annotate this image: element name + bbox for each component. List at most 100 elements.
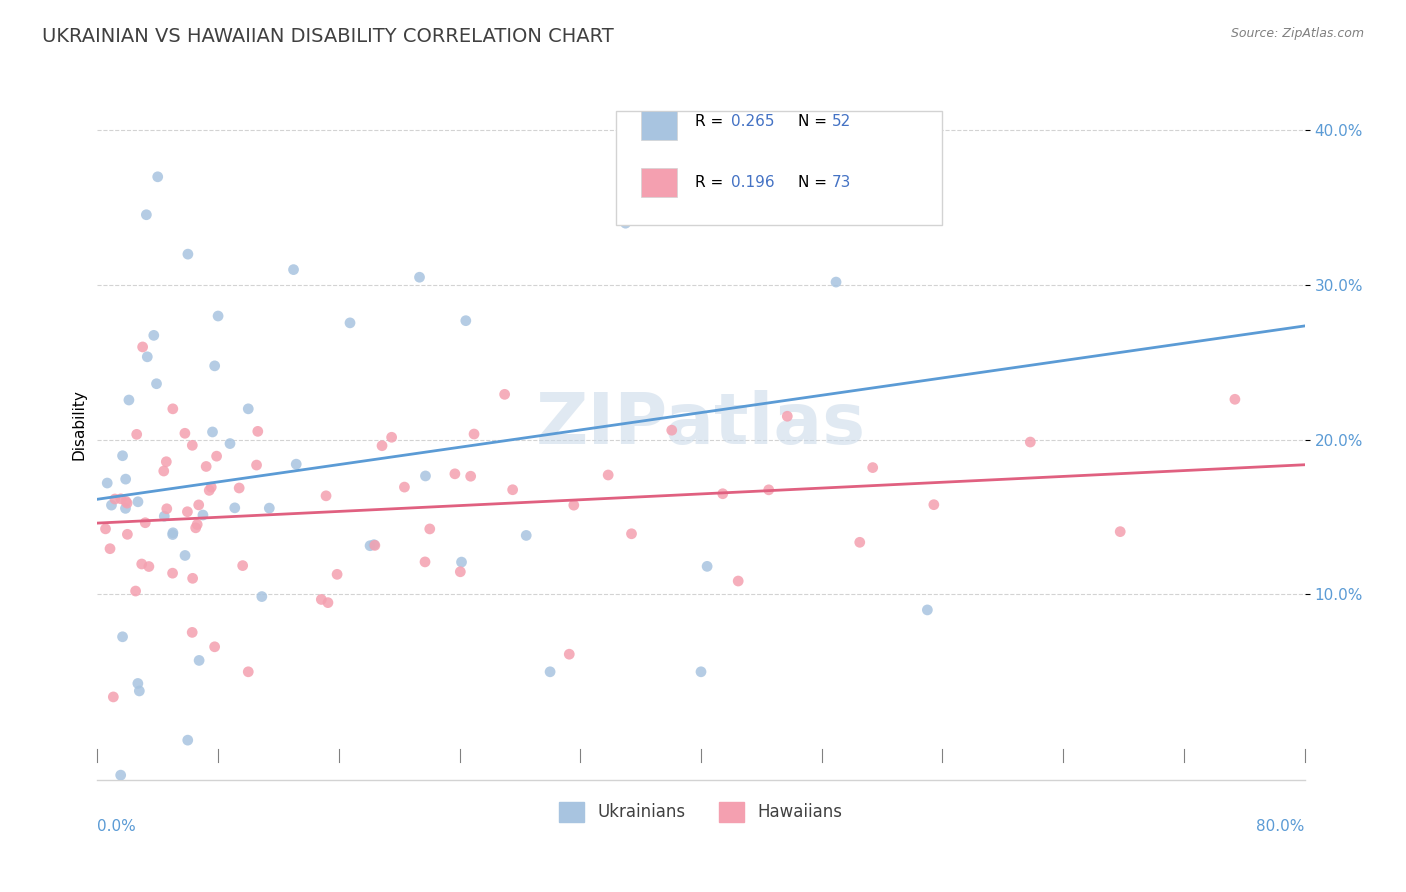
Text: UKRAINIAN VS HAWAIIAN DISABILITY CORRELATION CHART: UKRAINIAN VS HAWAIIAN DISABILITY CORRELA…: [42, 27, 614, 45]
Point: [614, 216, 637, 230]
Point: [1109, 524, 1132, 539]
Point: [825, 275, 848, 289]
Point: [114, 472, 136, 486]
Point: [201, 425, 224, 439]
Point: [232, 558, 254, 573]
Point: [191, 508, 214, 522]
Point: [245, 458, 267, 472]
Point: [110, 491, 132, 506]
Point: [315, 489, 337, 503]
Text: 52: 52: [831, 114, 851, 129]
Point: [98, 541, 121, 556]
Point: [96, 476, 118, 491]
Point: [311, 592, 333, 607]
Point: [371, 439, 394, 453]
Point: [463, 427, 485, 442]
Point: [661, 423, 683, 437]
Text: 0.265: 0.265: [731, 114, 775, 129]
Text: ZIPatlas: ZIPatlas: [536, 390, 866, 458]
Point: [562, 498, 585, 512]
Text: 73: 73: [831, 175, 851, 190]
Point: [195, 459, 218, 474]
Point: [111, 630, 134, 644]
Point: [598, 468, 620, 483]
Point: [162, 566, 184, 581]
Point: [359, 539, 381, 553]
Point: [238, 401, 260, 416]
Text: 0.196: 0.196: [731, 175, 775, 190]
Legend: Ukrainians, Hawaiians: Ukrainians, Hawaiians: [553, 795, 849, 829]
Point: [111, 449, 134, 463]
Point: [135, 208, 157, 222]
Point: [408, 270, 430, 285]
Point: [758, 483, 780, 497]
Point: [326, 567, 349, 582]
Point: [862, 460, 884, 475]
Point: [204, 359, 226, 373]
Text: R =: R =: [695, 114, 728, 129]
Text: Source: ZipAtlas.com: Source: ZipAtlas.com: [1230, 27, 1364, 40]
Point: [228, 481, 250, 495]
Point: [204, 640, 226, 654]
Point: [186, 517, 208, 532]
Point: [134, 516, 156, 530]
Point: [103, 690, 125, 704]
Point: [727, 574, 749, 588]
Bar: [641, 168, 676, 196]
Point: [922, 498, 945, 512]
Point: [558, 647, 581, 661]
Point: [162, 525, 184, 540]
Point: [187, 498, 209, 512]
Point: [114, 501, 136, 516]
Point: [259, 501, 281, 516]
Point: [339, 316, 361, 330]
Point: [238, 665, 260, 679]
Text: N =: N =: [797, 175, 831, 190]
Point: [118, 392, 141, 407]
Point: [174, 426, 197, 441]
Point: [205, 449, 228, 463]
Point: [502, 483, 524, 497]
Point: [136, 350, 159, 364]
Point: [394, 480, 416, 494]
Point: [155, 455, 177, 469]
Point: [515, 528, 537, 542]
Point: [146, 169, 169, 184]
Point: [100, 498, 122, 512]
Point: [620, 526, 643, 541]
Bar: [641, 112, 676, 140]
Point: [538, 665, 561, 679]
Point: [219, 436, 242, 450]
Point: [114, 494, 136, 508]
Point: [690, 154, 713, 169]
Point: [174, 549, 197, 563]
Point: [117, 527, 139, 541]
FancyBboxPatch shape: [616, 112, 942, 225]
Point: [316, 596, 339, 610]
Point: [145, 376, 167, 391]
Point: [188, 653, 211, 667]
Point: [250, 590, 273, 604]
Point: [848, 535, 870, 549]
Y-axis label: Disability: Disability: [72, 389, 86, 459]
Point: [1223, 392, 1246, 407]
Point: [841, 154, 863, 169]
Point: [181, 625, 204, 640]
Point: [162, 401, 184, 416]
Point: [454, 314, 477, 328]
Point: [494, 387, 516, 401]
Point: [110, 768, 132, 782]
Point: [156, 501, 179, 516]
Point: [198, 483, 221, 498]
Point: [142, 328, 165, 343]
Point: [419, 522, 441, 536]
Point: [696, 559, 718, 574]
Point: [449, 565, 471, 579]
Point: [181, 571, 204, 585]
Point: [285, 457, 308, 471]
Point: [131, 340, 153, 354]
Point: [128, 684, 150, 698]
Point: [207, 309, 229, 323]
Text: 0.0%: 0.0%: [97, 819, 136, 834]
Point: [163, 793, 186, 807]
